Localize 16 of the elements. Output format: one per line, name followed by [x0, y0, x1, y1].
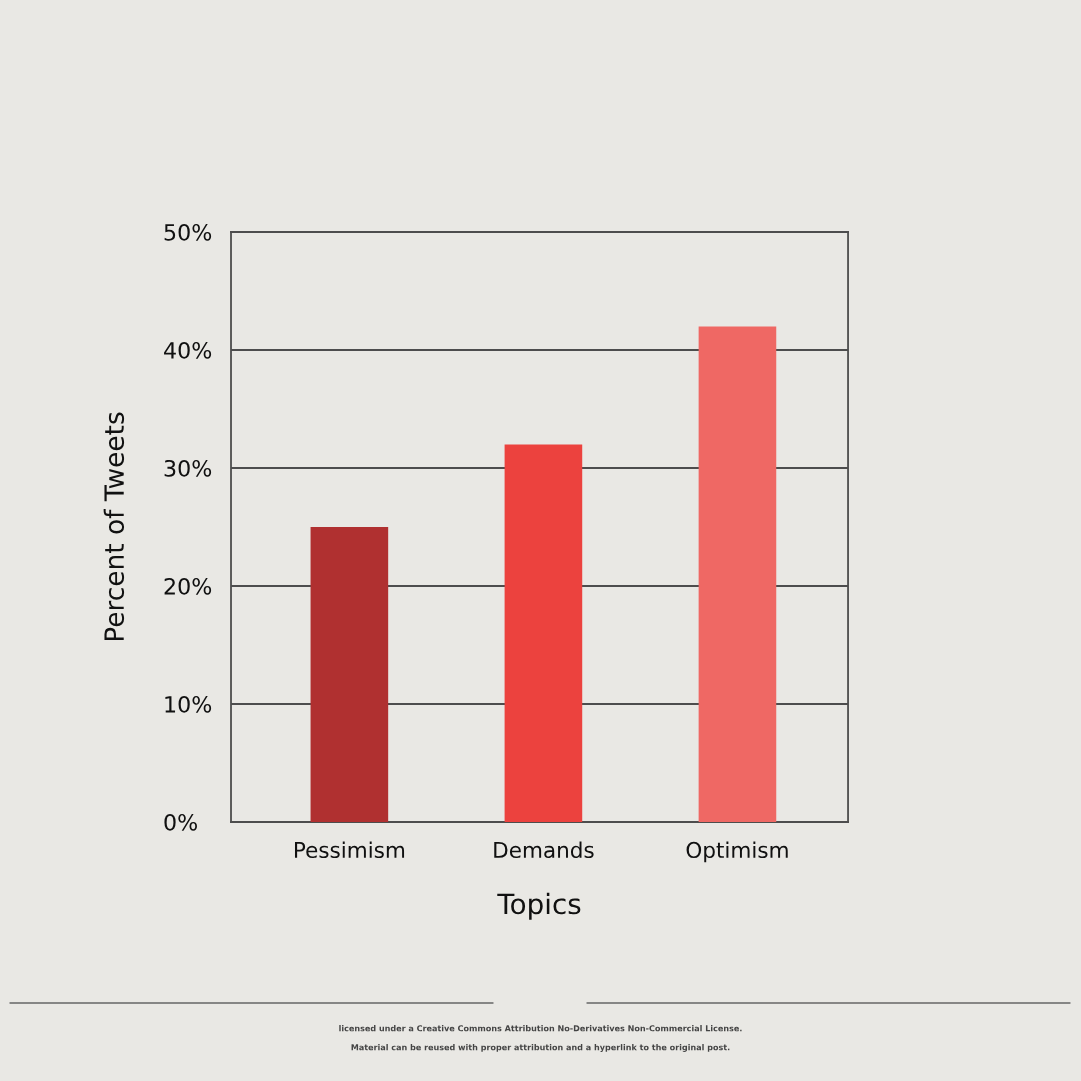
y-tick-label: 20% [164, 577, 212, 595]
bar [698, 326, 777, 822]
x-axis-title: Topics [497, 892, 581, 920]
bar [504, 444, 583, 822]
y-tick-label: 50% [164, 223, 212, 241]
y-tick-label: 30% [164, 459, 212, 477]
x-tick-label: Demands [494, 841, 594, 859]
y-tick-label: 10% [165, 695, 212, 713]
y-axis-title: Percent of Tweets [103, 412, 125, 641]
text: Material can be reused with proper attribution and a hyperlink to the original post. [351, 1044, 730, 1052]
y-tick-label: 0% [164, 813, 197, 831]
text: licensed under a Creative Commons Attribution No-Derivatives Non-Commercial License. [339, 1025, 742, 1032]
y-tick-label: 40% [164, 341, 212, 359]
x-tick-label: Pessimism [294, 841, 405, 859]
x-tick-label: Optimism [686, 841, 788, 863]
bar [310, 526, 389, 822]
